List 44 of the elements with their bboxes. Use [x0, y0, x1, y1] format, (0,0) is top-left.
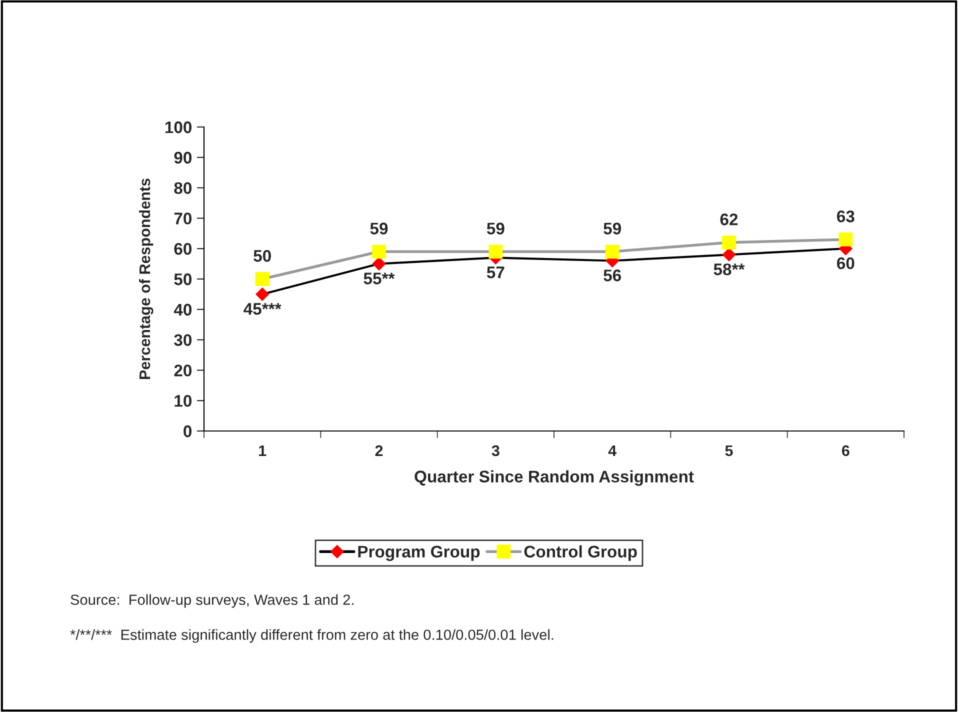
legend-label: Program Group	[358, 546, 480, 561]
data-label: 45***	[244, 303, 282, 315]
x-tick-label: 4	[608, 445, 616, 456]
data-label: 50	[254, 250, 271, 262]
y-tick-label: 90	[174, 152, 192, 164]
point	[256, 288, 269, 301]
data-label: 59	[370, 222, 388, 234]
point	[838, 232, 853, 246]
y-tick-label: 20	[174, 364, 192, 376]
data-label: 55**	[364, 272, 395, 284]
point	[372, 257, 386, 270]
y-axis-title: Percentage of Respondents	[138, 178, 154, 379]
x-tick-label: 5	[725, 445, 733, 456]
y-tick-label: 100	[165, 121, 192, 134]
data-label: 60	[837, 257, 854, 270]
legend-label: Control Group	[524, 545, 637, 561]
y-tick-label: 10	[174, 395, 192, 407]
x-axis-title: Quarter Since Random Assignment	[414, 470, 694, 486]
data-label: 59	[486, 222, 504, 234]
y-tick-label: 30	[174, 334, 192, 346]
x-tick-label: 2	[375, 445, 383, 456]
y-tick-label: 70	[174, 212, 192, 224]
x-tick-label: 6	[842, 445, 850, 456]
x-tick-label: 3	[492, 445, 500, 456]
y-tick-label: 0	[184, 425, 192, 438]
point	[488, 244, 503, 259]
point	[372, 244, 386, 259]
data-label: 59	[604, 222, 621, 234]
point	[722, 248, 736, 262]
data-label: 57	[486, 266, 504, 278]
x-tick-label: 1	[259, 445, 266, 456]
point	[255, 272, 270, 286]
text: */**/*** Estimate significantly different from zero at the 0.10/0.05/0.01 level.	[70, 629, 554, 643]
y-tick-label: 60	[174, 243, 192, 255]
point	[722, 236, 736, 250]
y-tick-label: 80	[174, 182, 192, 194]
data-label: 63	[837, 210, 854, 222]
data-label: 56	[604, 270, 621, 282]
source-note: Source: Follow-up surveys, Waves 1 and 2.	[70, 594, 354, 608]
data-label: 58**	[714, 263, 745, 276]
data-label: 62	[720, 214, 738, 226]
y-tick-label: 50	[174, 273, 192, 286]
point	[605, 244, 620, 259]
y-tick-label: 40	[174, 304, 192, 316]
